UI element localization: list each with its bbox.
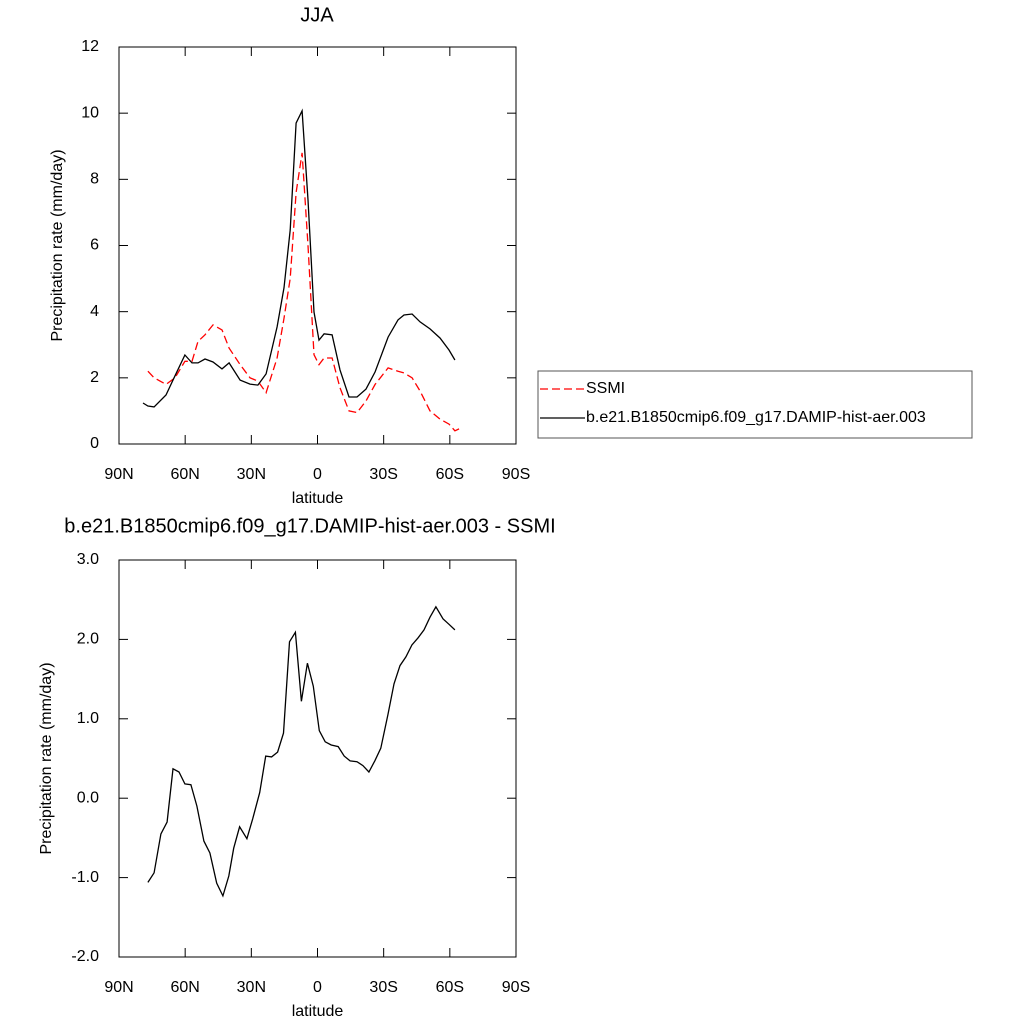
x-tick-label: 90N	[104, 979, 133, 996]
y-tick-label: 2	[90, 369, 99, 386]
chart-title: b.e21.B1850cmip6.f09_g17.DAMIP-hist-aer.…	[64, 515, 555, 537]
x-tick-label: 30N	[237, 979, 266, 996]
x-tick-label: 60N	[170, 979, 199, 996]
x-tick-label: 60S	[436, 466, 464, 483]
plot-frame	[118, 559, 517, 958]
y-axis-label: Precipitation rate (mm/day)	[38, 662, 55, 854]
legend-label: b.e21.B1850cmip6.f09_g17.DAMIP-hist-aer.…	[586, 409, 926, 426]
data-line	[147, 605, 456, 898]
x-axis-label: latitude	[292, 1003, 344, 1020]
x-tick-label: 90S	[502, 466, 530, 483]
y-tick-label: 12	[81, 38, 99, 55]
x-tick-label: 90S	[502, 979, 530, 996]
y-tick-label: -1.0	[71, 869, 99, 886]
plot-frame	[118, 46, 517, 445]
y-tick-label: 2.0	[77, 631, 99, 648]
y-tick-label: 3.0	[77, 551, 99, 568]
y-tick-label: 0.0	[77, 789, 99, 806]
y-axis-label: Precipitation rate (mm/day)	[49, 149, 66, 341]
x-tick-label: 0	[313, 466, 322, 483]
chart-title: JJA	[300, 4, 334, 26]
x-tick-label: 60S	[436, 979, 464, 996]
y-tick-label: -2.0	[71, 948, 99, 965]
y-tick-label: 10	[81, 104, 99, 121]
x-tick-label: 90N	[104, 466, 133, 483]
legend-box	[537, 370, 973, 439]
x-tick-label: 60N	[170, 466, 199, 483]
legend-label: SSMI	[586, 380, 625, 397]
data-line	[147, 152, 463, 432]
x-tick-label: 0	[313, 979, 322, 996]
data-line	[142, 108, 456, 408]
y-tick-label: 8	[90, 171, 99, 188]
y-tick-label: 4	[90, 303, 99, 320]
x-tick-label: 30S	[369, 466, 397, 483]
y-tick-label: 0	[90, 435, 99, 452]
x-axis-label: latitude	[292, 490, 344, 507]
y-tick-label: 6	[90, 237, 99, 254]
x-tick-label: 30S	[369, 979, 397, 996]
x-tick-label: 30N	[237, 466, 266, 483]
y-tick-label: 1.0	[77, 710, 99, 727]
